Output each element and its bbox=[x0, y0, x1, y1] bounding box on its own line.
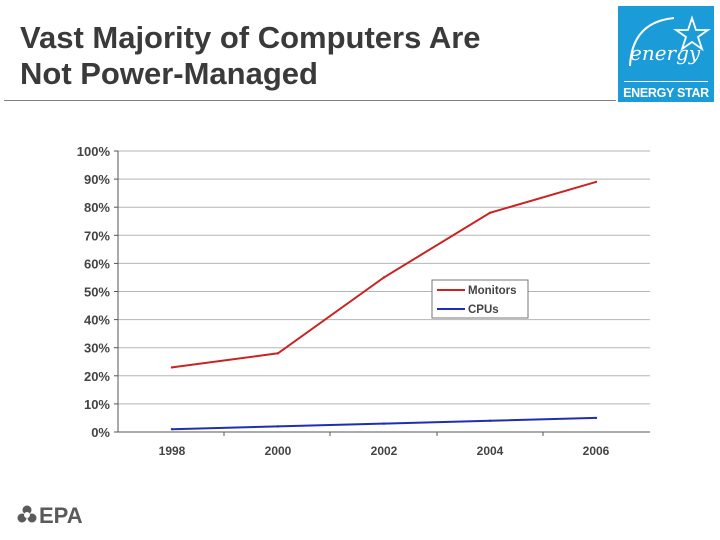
energy-star-wordmark: ENERGY STAR bbox=[623, 86, 709, 100]
epa-wordmark: EPA bbox=[39, 503, 83, 528]
data-point-cpus bbox=[488, 419, 492, 422]
y-tick-label: 20% bbox=[84, 369, 110, 384]
epa-logo: EPA bbox=[16, 504, 83, 528]
y-tick-label: 40% bbox=[84, 313, 110, 328]
energy-star-emblem-icon: energy bbox=[629, 15, 711, 67]
slide-title-line-1: Vast Majority of Computers Are bbox=[20, 20, 481, 55]
x-tick-label: 2002 bbox=[371, 444, 398, 458]
chart-legend: Monitors CPUs bbox=[431, 279, 529, 319]
data-point-monitors bbox=[488, 211, 492, 214]
slide-title-line-2: Not Power-Managed bbox=[20, 56, 318, 91]
x-tick-label: 2000 bbox=[265, 444, 292, 458]
y-tick-label: 70% bbox=[84, 228, 110, 243]
title-divider bbox=[4, 100, 616, 101]
y-tick-label: 50% bbox=[84, 285, 110, 300]
x-tick-labels: 1998 2000 2002 2004 2006 bbox=[159, 444, 610, 458]
x-tick-label: 2004 bbox=[477, 444, 504, 458]
epa-flower-icon bbox=[17, 505, 37, 523]
data-point-cpus bbox=[276, 425, 280, 428]
chart-series bbox=[170, 180, 598, 431]
chart-gridlines bbox=[118, 150, 650, 405]
legend-box bbox=[431, 279, 529, 319]
y-tick-labels: 0% 10% 20% 30% 40% 50% 60% 70% 80% 90% 100% bbox=[77, 144, 111, 440]
chart-axes bbox=[114, 150, 650, 436]
data-point-cpus bbox=[594, 416, 598, 420]
series-line-monitors bbox=[171, 180, 597, 369]
data-point-monitors bbox=[170, 366, 174, 369]
y-tick-label: 90% bbox=[84, 172, 110, 187]
data-point-cpus bbox=[170, 428, 174, 431]
y-tick-label: 0% bbox=[91, 425, 110, 440]
y-tick-label: 80% bbox=[84, 200, 110, 215]
energy-star-script: energy bbox=[630, 41, 701, 65]
data-point-monitors bbox=[276, 352, 280, 355]
x-tick-label: 1998 bbox=[159, 444, 186, 458]
x-tick-label: 2006 bbox=[583, 444, 610, 458]
legend-label: CPUs bbox=[468, 304, 499, 316]
legend-label: Monitors bbox=[468, 285, 517, 297]
y-tick-label: 30% bbox=[84, 341, 110, 356]
y-tick-label: 10% bbox=[84, 397, 110, 412]
y-tick-label: 100% bbox=[77, 144, 111, 159]
energy-star-divider bbox=[624, 81, 708, 82]
data-point-cpus bbox=[382, 422, 386, 425]
energy-star-logo: energy ENERGY STAR bbox=[618, 6, 714, 102]
data-point-monitors bbox=[382, 276, 386, 279]
data-point-monitors bbox=[594, 180, 598, 184]
y-tick-label: 60% bbox=[84, 256, 110, 271]
slide-title: Vast Majority of Computers Are Not Power… bbox=[20, 20, 600, 92]
